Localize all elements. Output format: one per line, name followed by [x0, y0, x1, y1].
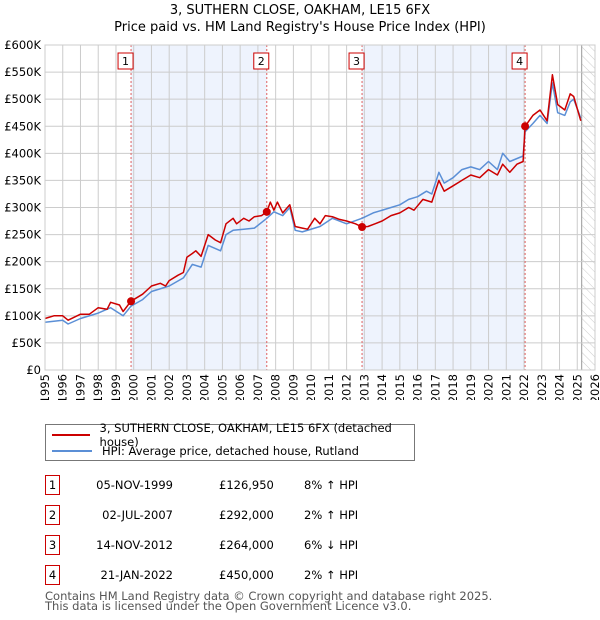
y-tick-label: £200K: [4, 255, 41, 269]
y-tick-label: £450K: [4, 119, 41, 133]
legend-item-hpi: HPI: Average price, detached house, Rutl…: [52, 443, 359, 459]
x-tick-label: 1995: [38, 374, 52, 400]
table-row: 3 14-NOV-2012 £264,000 6% ↓ HPI: [45, 535, 445, 555]
sale-point: [262, 207, 271, 216]
x-tick-label: 2000: [127, 374, 141, 400]
x-tick-label: 2002: [162, 374, 176, 400]
y-tick-label: £350K: [4, 173, 41, 187]
x-tick-label: 2015: [393, 374, 407, 400]
x-tick-label: 1999: [109, 374, 123, 400]
sale-price: £264,000: [219, 538, 274, 552]
sale-marker-label: 2: [258, 55, 265, 68]
x-tick-label: 2008: [269, 374, 283, 400]
sale-price: £292,000: [219, 508, 274, 522]
x-tick-label: 2018: [446, 374, 460, 400]
x-tick-label: 2006: [233, 374, 247, 400]
x-tick-label: 2011: [322, 374, 336, 400]
x-tick-label: 2014: [375, 374, 389, 400]
marker-badge: 1: [45, 475, 60, 495]
y-tick-label: £50K: [12, 336, 42, 350]
y-tick-label: £100K: [4, 309, 41, 323]
legend: 3, SUTHERN CLOSE, OAKHAM, LE15 6FX (deta…: [45, 421, 415, 461]
y-tick-label: £400K: [4, 146, 41, 160]
x-tick-label: 2012: [340, 374, 354, 400]
hpi-diff: 2% ↑ HPI: [304, 568, 359, 582]
sale-marker-box: [253, 52, 270, 70]
x-tick-label: 2013: [357, 374, 371, 400]
x-tick-label: 1998: [91, 374, 105, 400]
y-tick-label: £150K: [4, 282, 41, 296]
chart-title: 3, SUTHERN CLOSE, OAKHAM, LE15 6FX: [169, 3, 431, 18]
marker-badge: 3: [45, 535, 60, 555]
x-tick-label: 2004: [198, 374, 212, 400]
sale-price: £450,000: [219, 568, 274, 582]
sale-price: £126,950: [219, 478, 274, 492]
footer-copyright: Contains HM Land Registry data © Crown c…: [45, 589, 493, 603]
sale-date: 21-JAN-2022: [100, 568, 174, 582]
marker-badge: 4: [45, 565, 60, 585]
x-tick-label: 2019: [464, 374, 478, 400]
x-tick-label: 2007: [251, 374, 265, 400]
legend-label-hpi: HPI: Average price, detached house, Rutl…: [102, 444, 359, 458]
x-tick-label: 2020: [482, 374, 496, 400]
legend-label-property: 3, SUTHERN CLOSE, OAKHAM, LE15 6FX (deta…: [99, 421, 392, 449]
sale-marker-box: [511, 52, 528, 70]
property-price-line: [44, 74, 582, 321]
x-tick-label: 2023: [535, 374, 549, 400]
sale-marker-label: 3: [353, 55, 360, 68]
x-tick-label: 2001: [144, 374, 158, 400]
sale-date: 05-NOV-1999: [96, 478, 173, 492]
table-row: 2 02-JUL-2007 £292,000 2% ↑ HPI: [45, 505, 445, 525]
x-tick-label: 2009: [286, 374, 300, 400]
table-row: 1 05-NOV-1999 £126,950 8% ↑ HPI: [45, 475, 445, 495]
chart-subtitle: Price paid vs. HM Land Registry's House …: [114, 20, 486, 35]
y-tick-label: £300K: [4, 201, 41, 215]
x-tick-label: 2026: [588, 374, 600, 400]
hpi-diff: 6% ↓ HPI: [304, 538, 359, 552]
x-tick-label: 2021: [499, 374, 513, 400]
legend-swatch-hpi: [52, 450, 92, 452]
hpi-diff: 8% ↑ HPI: [304, 478, 359, 492]
y-tick-label: £0: [26, 363, 41, 377]
sale-marker-box: [117, 52, 134, 70]
x-tick-label: 2005: [215, 374, 229, 400]
sale-point: [127, 297, 136, 306]
plot-frame: [44, 44, 596, 371]
x-tick-label: 2025: [570, 374, 584, 400]
x-tick-label: 2017: [428, 374, 442, 400]
x-tick-label: 2022: [517, 374, 531, 400]
x-tick-label: 2016: [411, 374, 425, 400]
legend-item-property: 3, SUTHERN CLOSE, OAKHAM, LE15 6FX (deta…: [52, 421, 414, 449]
sale-point: [521, 122, 530, 131]
table-row: 4 21-JAN-2022 £450,000 2% ↑ HPI: [45, 565, 445, 585]
sale-point: [358, 223, 367, 231]
sale-date: 14-NOV-2012: [96, 538, 173, 552]
x-tick-label: 2024: [553, 374, 567, 400]
footer-licence: This data is licensed under the Open Gov…: [45, 599, 412, 613]
marker-badge: 2: [45, 505, 60, 525]
sale-date: 02-JUL-2007: [102, 508, 173, 522]
x-tick-label: 2010: [304, 374, 318, 400]
y-tick-label: £250K: [4, 228, 41, 242]
sale-marker-label: 4: [516, 55, 523, 68]
y-tick-label: £550K: [4, 65, 41, 79]
sale-marker-box: [348, 52, 365, 70]
x-tick-label: 1996: [56, 374, 70, 400]
x-tick-label: 1997: [73, 374, 87, 400]
y-tick-label: £500K: [4, 92, 41, 106]
legend-swatch-property: [52, 434, 90, 436]
y-tick-label: £600K: [4, 38, 41, 52]
sale-marker-label: 1: [122, 55, 129, 68]
x-tick-label: 2003: [180, 374, 194, 400]
hpi-diff: 2% ↑ HPI: [304, 508, 359, 522]
